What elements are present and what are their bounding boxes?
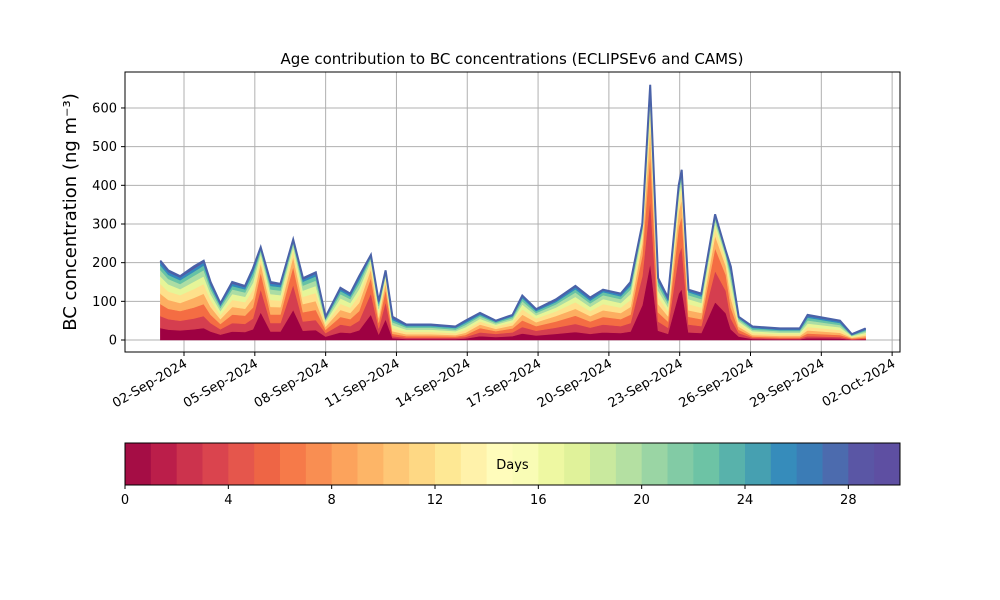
outline (159, 84, 866, 336)
colorbar-tick-label: 4 (224, 493, 232, 508)
colorbar-tick-label: 28 (840, 493, 857, 508)
colorbar-frame (124, 442, 901, 486)
colorbar-swatch (331, 443, 358, 485)
colorbar-swatch (590, 443, 617, 485)
colorbar-swatch (564, 443, 591, 485)
plot-frame (124, 71, 901, 353)
colorbar-swatch (254, 443, 281, 485)
colorbar-swatch (667, 443, 694, 485)
colorbar-tick-label: 24 (737, 493, 754, 508)
colorbar-swatch (435, 443, 462, 485)
y-tick-label: 400 (92, 179, 117, 194)
colorbar-swatch (409, 443, 436, 485)
colorbar-swatch (848, 443, 875, 485)
colorbar-swatch (770, 443, 798, 485)
y-tick-label: 300 (92, 217, 117, 232)
y-tick-label: 200 (92, 256, 117, 271)
colorbar-swatch (305, 443, 333, 485)
y-tick-label: 600 (92, 101, 117, 116)
colorbar-tick-label: 12 (427, 493, 444, 508)
colorbar-label: Days (496, 458, 529, 473)
colorbar-swatch (228, 443, 255, 485)
colorbar-tick-label: 0 (121, 493, 129, 508)
colorbar-swatch (822, 443, 849, 485)
colorbar-swatch (538, 443, 565, 485)
colorbar-swatch (641, 443, 668, 485)
colorbar-swatch (615, 443, 643, 485)
colorbar-swatch (280, 443, 307, 485)
y-tick-label: 0 (109, 334, 117, 349)
colorbar-swatch (125, 443, 152, 485)
colorbar-swatch (486, 443, 513, 485)
colorbar-swatch (745, 443, 772, 485)
colorbar-swatch (176, 443, 203, 485)
colorbar-swatch (874, 443, 901, 485)
colorbar-swatch (202, 443, 229, 485)
colorbar-swatch (150, 443, 178, 485)
chart-title: Age contribution to BC concentrations (E… (281, 50, 744, 68)
colorbar-tick-label: 16 (530, 493, 547, 508)
colorbar-swatch (357, 443, 384, 485)
y-tick-label: 100 (92, 295, 117, 310)
colorbar-tick-label: 8 (328, 493, 336, 508)
colorbar-tick-label: 20 (633, 493, 650, 508)
colorbar-swatch (383, 443, 410, 485)
colorbar-swatch (796, 443, 823, 485)
y-axis-label: BC concentration (ng m⁻³) (60, 93, 81, 331)
colorbar-swatch (693, 443, 720, 485)
colorbar-swatch (460, 443, 488, 485)
colorbar-swatch (512, 443, 539, 485)
y-tick-label: 500 (92, 140, 117, 155)
colorbar-swatch (719, 443, 746, 485)
